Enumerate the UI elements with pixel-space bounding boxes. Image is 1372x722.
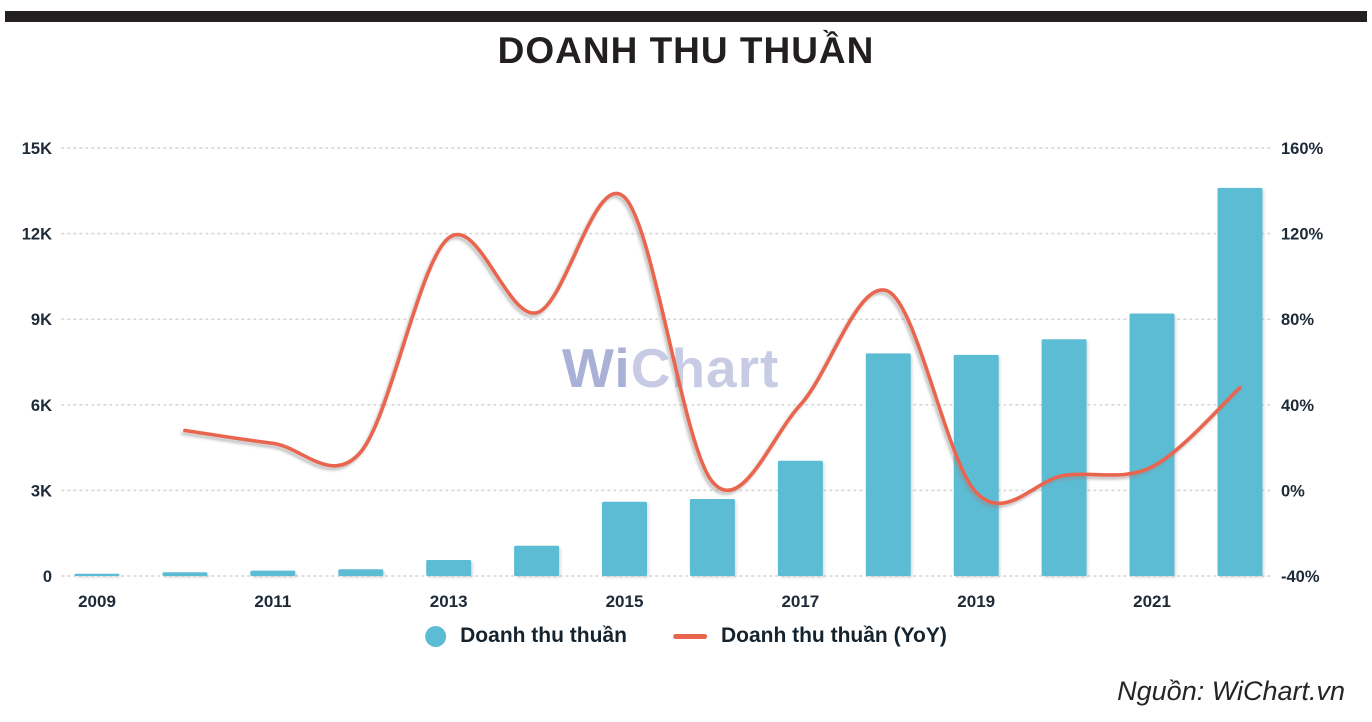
- header-rule: [5, 11, 1367, 22]
- legend-item-yoy[interactable]: Doanh thu thuần (YoY): [672, 624, 947, 648]
- svg-text:80%: 80%: [1281, 311, 1314, 329]
- svg-text:9K: 9K: [31, 311, 52, 329]
- svg-text:3K: 3K: [31, 482, 52, 500]
- legend-label-yoy: Doanh thu thuần (YoY): [720, 624, 947, 647]
- svg-text:2011: 2011: [254, 592, 291, 611]
- svg-text:2019: 2019: [957, 592, 995, 611]
- svg-text:6K: 6K: [31, 397, 52, 415]
- svg-text:0: 0: [43, 568, 52, 586]
- source-credit: Nguồn: WiChart.vn: [1117, 676, 1345, 706]
- legend-circle-marker: [425, 625, 447, 647]
- watermark: WiChart: [562, 336, 779, 400]
- page-title: DOANH THU THUẦN: [497, 30, 875, 71]
- svg-text:40%: 40%: [1281, 397, 1314, 415]
- svg-text:15K: 15K: [22, 140, 52, 158]
- svg-text:2021: 2021: [1133, 592, 1171, 611]
- svg-text:160%: 160%: [1281, 140, 1324, 158]
- legend-item-revenue[interactable]: Doanh thu thuần: [425, 624, 627, 648]
- svg-text:12K: 12K: [22, 226, 52, 244]
- svg-text:120%: 120%: [1281, 226, 1324, 244]
- legend-label-revenue: Doanh thu thuần: [460, 624, 627, 647]
- watermark-chart: Chart: [630, 337, 780, 399]
- legend: Doanh thu thuần Doanh thu thuần (YoY): [425, 624, 947, 648]
- svg-text:2009: 2009: [78, 592, 116, 611]
- svg-text:0%: 0%: [1281, 482, 1305, 500]
- watermark-wi: Wi: [562, 337, 631, 399]
- svg-text:2013: 2013: [430, 592, 468, 611]
- svg-text:2017: 2017: [781, 592, 819, 611]
- legend-line-marker: [672, 633, 707, 639]
- svg-text:2015: 2015: [606, 592, 644, 611]
- svg-text:-40%: -40%: [1281, 568, 1320, 586]
